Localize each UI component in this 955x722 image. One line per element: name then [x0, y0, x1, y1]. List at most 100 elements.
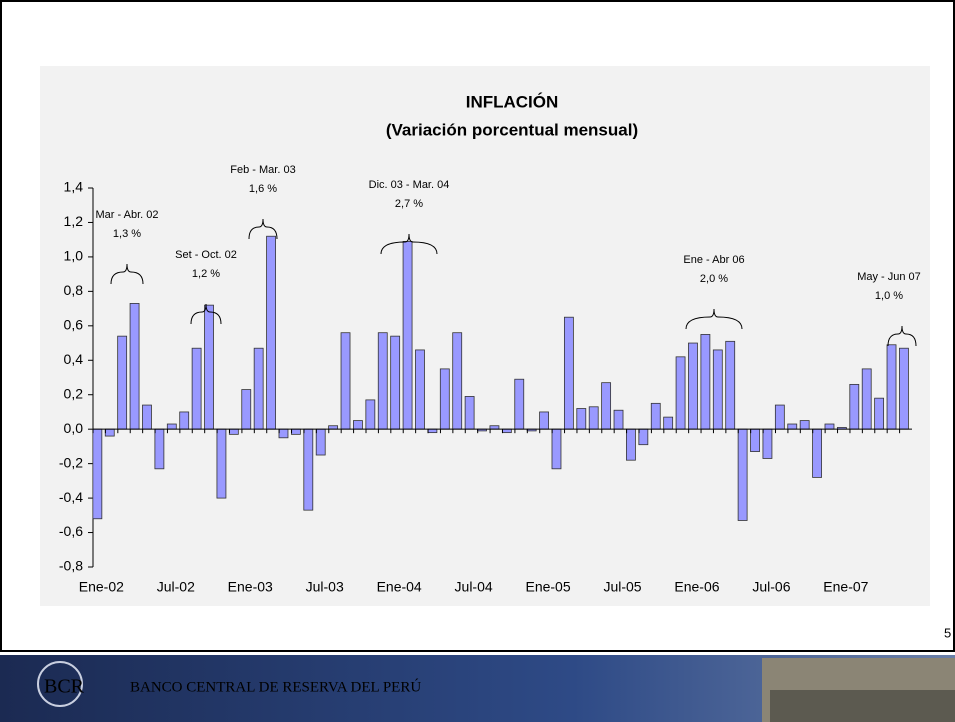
bar	[216, 428, 227, 499]
y-tick-label: 0,8	[64, 282, 84, 298]
chart-area	[40, 66, 930, 606]
x-tick-label: Ene-05	[525, 579, 570, 595]
bar	[874, 397, 885, 430]
bar	[725, 340, 736, 430]
bar	[390, 335, 401, 430]
bar	[142, 404, 152, 430]
bar	[812, 428, 822, 478]
annotation-rate: 1,2 %	[192, 268, 220, 280]
x-tick-label: Jul-05	[603, 579, 641, 595]
bar	[415, 349, 425, 430]
y-tick-label: 0,2	[64, 385, 84, 401]
bar	[663, 416, 674, 430]
x-tick-label: Ene-02	[79, 579, 124, 595]
bar	[762, 428, 773, 459]
y-tick-label: -0,2	[59, 454, 83, 470]
bar	[253, 347, 264, 430]
x-tick-label: Jul-04	[455, 579, 493, 595]
annotation-brace	[685, 308, 743, 330]
bar	[849, 383, 860, 430]
bar	[750, 428, 760, 452]
bar	[539, 411, 549, 430]
bar	[613, 409, 624, 430]
bar	[700, 334, 711, 430]
x-tick-label: Jul-06	[752, 579, 790, 595]
bar	[787, 423, 798, 430]
bar	[861, 368, 872, 430]
bar	[452, 332, 463, 430]
y-tick-label: 1,0	[64, 248, 84, 264]
x-tick-label: Jul-02	[157, 579, 195, 595]
bar	[737, 428, 748, 521]
bar	[899, 347, 909, 430]
y-tick-label: -0,4	[59, 489, 83, 505]
annotation-rate: 1,3 %	[113, 228, 141, 240]
x-tick-label: Ene-07	[823, 579, 868, 595]
bar	[638, 428, 649, 446]
bar	[129, 303, 140, 430]
annotation-rate: 1,0 %	[875, 290, 903, 302]
y-tick-label: -0,6	[59, 523, 83, 539]
bar	[439, 368, 450, 430]
bar	[588, 406, 599, 430]
bar	[340, 332, 351, 430]
bar	[204, 304, 214, 430]
bar	[377, 332, 388, 430]
logo-mark: BCR	[44, 676, 85, 698]
bar	[886, 344, 897, 430]
bar	[824, 423, 835, 430]
bar	[601, 382, 612, 430]
bar	[241, 389, 252, 430]
bar	[799, 420, 810, 430]
bar	[626, 428, 636, 461]
bar	[712, 349, 723, 430]
y-tick-label: 1,4	[64, 179, 84, 195]
bar	[650, 402, 661, 430]
x-tick-label: Ene-06	[674, 579, 719, 595]
bar	[104, 428, 115, 437]
bar	[427, 428, 438, 434]
x-tick-label: Ene-04	[377, 579, 422, 595]
annotation-period: Ene - Abr 06	[683, 254, 744, 266]
annotation-period: May - Jun 07	[857, 271, 921, 283]
bar	[675, 356, 686, 430]
page-number: 5	[944, 625, 951, 640]
y-tick-label: -0,8	[59, 558, 83, 574]
annotation-brace	[380, 233, 438, 255]
bar	[576, 408, 587, 430]
bar	[402, 241, 413, 430]
bar	[365, 399, 376, 430]
annotation-rate: 1,6 %	[249, 183, 277, 195]
y-tick-label: 0,4	[64, 351, 84, 367]
bar	[353, 420, 363, 430]
annotation-brace	[248, 218, 278, 240]
annotation-brace	[190, 303, 222, 325]
bar	[278, 428, 289, 439]
bar	[328, 425, 339, 430]
y-tick-label: 0,6	[64, 317, 84, 333]
annotation-rate: 2,0 %	[700, 273, 728, 285]
bar	[464, 396, 475, 430]
annotation-rate: 2,7 %	[395, 198, 423, 210]
bar	[303, 428, 314, 511]
bar	[489, 425, 500, 430]
bar	[501, 428, 512, 434]
bar	[551, 428, 562, 470]
bar	[290, 428, 301, 435]
bar	[688, 342, 698, 430]
annotation-period: Feb - Mar. 03	[230, 164, 295, 176]
annotation-period: Mar - Abr. 02	[96, 209, 159, 221]
y-tick-label: 0,0	[64, 420, 84, 436]
bar	[228, 428, 239, 435]
annotation-period: Set - Oct. 02	[175, 249, 237, 261]
bar	[563, 316, 574, 430]
logo	[37, 661, 83, 707]
annotation-brace	[110, 263, 144, 285]
bar	[315, 428, 326, 456]
footer-text: BANCO CENTRAL DE RESERVA DEL PERÚ	[130, 678, 421, 695]
annotation-period: Dic. 03 - Mar. 04	[369, 179, 450, 191]
bar	[179, 411, 190, 430]
bar	[266, 235, 276, 430]
annotation-brace	[887, 325, 917, 347]
